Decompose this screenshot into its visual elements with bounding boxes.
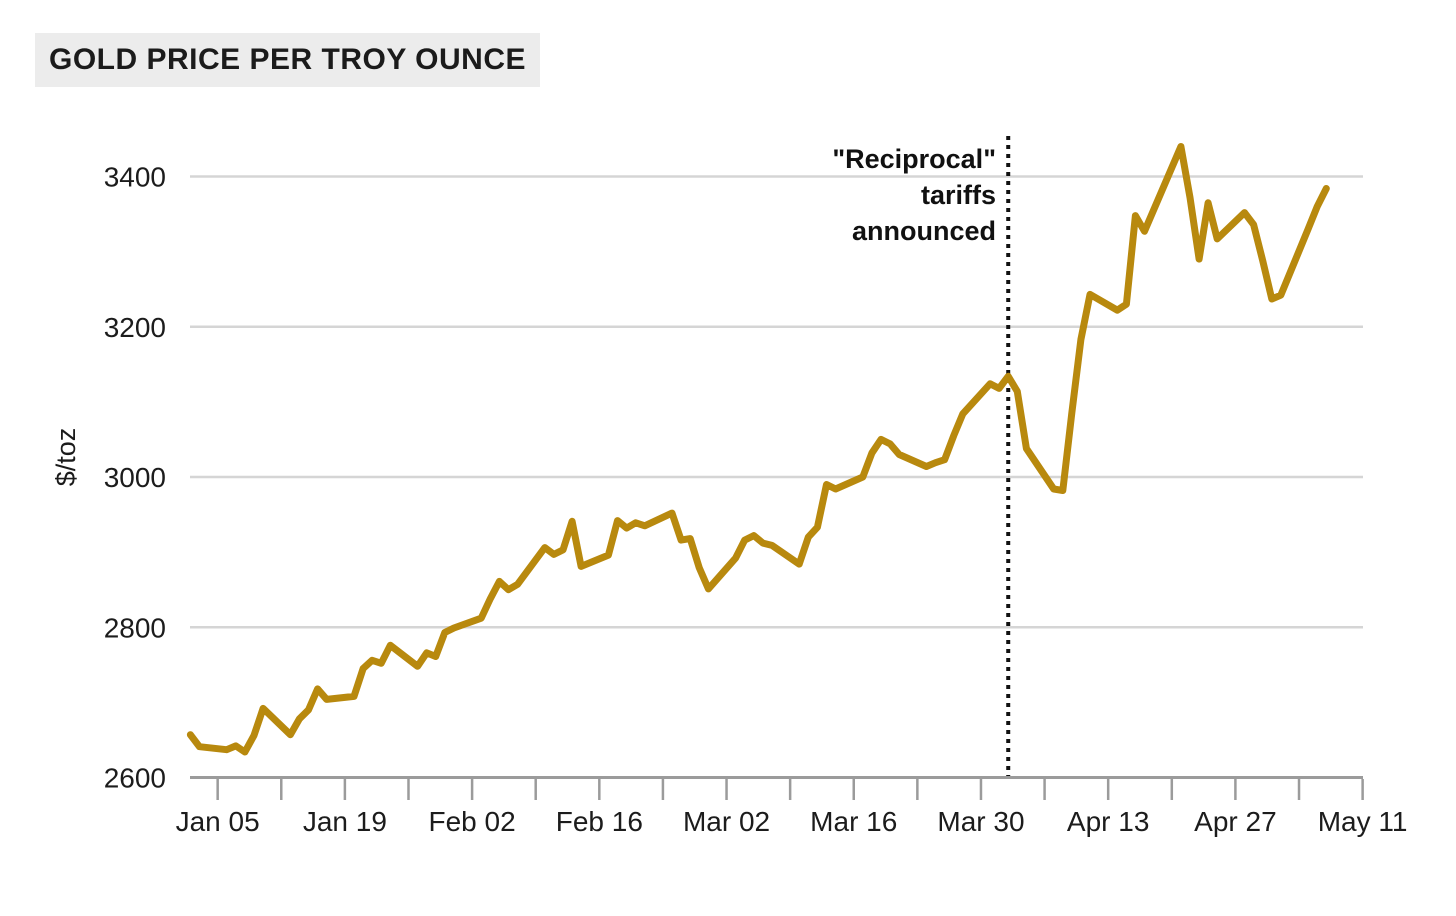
- y-tick-label-3200: 3200: [104, 312, 166, 343]
- y-tick-label-3400: 3400: [104, 162, 166, 193]
- chart-title: GOLD PRICE PER TROY OUNCE: [35, 33, 541, 87]
- y-tick-label-2600: 2600: [104, 763, 166, 794]
- gold-price-line: [186, 143, 1330, 756]
- x-tick-label-Jan-05: Jan 05: [176, 806, 260, 837]
- x-tick-label-Mar-02: Mar 02: [683, 806, 770, 837]
- y-tick-labels: 2600 2800 3000 3200 3400: [104, 162, 166, 794]
- annotation-line-2: tariffs: [921, 180, 996, 210]
- x-tick-label-Feb-02: Feb 02: [429, 806, 516, 837]
- annotation-line-3: announced: [852, 216, 996, 246]
- x-tick-label-May-11: May 11: [1318, 806, 1408, 837]
- x-tick-labels: Jan 05 Jan 19 Feb 02 Feb 16 Mar 02 Mar 16 Mar …: [176, 806, 1408, 837]
- y-tick-label-3000: 3000: [104, 462, 166, 493]
- x-tick-label-Feb-16: Feb 16: [556, 806, 643, 837]
- x-tick-label-Mar-16: Mar 16: [810, 806, 897, 837]
- annotation-line-1: "Reciprocal": [832, 144, 996, 174]
- x-tick-label-Jan-19: Jan 19: [303, 806, 387, 837]
- y-tick-label-2800: 2800: [104, 612, 166, 643]
- x-axis: [190, 776, 1364, 800]
- x-tick-label-Apr-27: Apr 27: [1194, 806, 1277, 837]
- gridlines: [190, 175, 1363, 629]
- x-tick-label-Mar-30: Mar 30: [937, 806, 1024, 837]
- x-tick-label-Apr-13: Apr 13: [1067, 806, 1150, 837]
